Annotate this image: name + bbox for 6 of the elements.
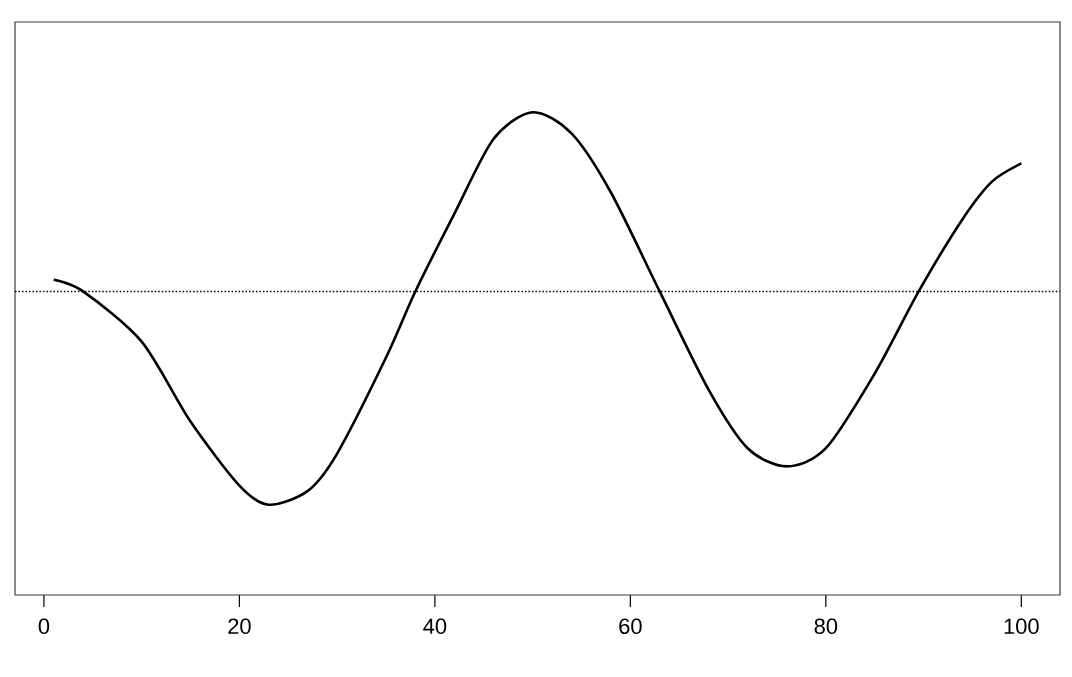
x-tick-label: 60 [619,618,642,635]
x-tick-label: 100 [1004,618,1039,635]
x-tick-label: 20 [228,618,251,635]
x-tick-label: 0 [38,618,50,635]
x-tick-label: 80 [814,618,838,635]
x-tick-label: 40 [423,618,447,635]
